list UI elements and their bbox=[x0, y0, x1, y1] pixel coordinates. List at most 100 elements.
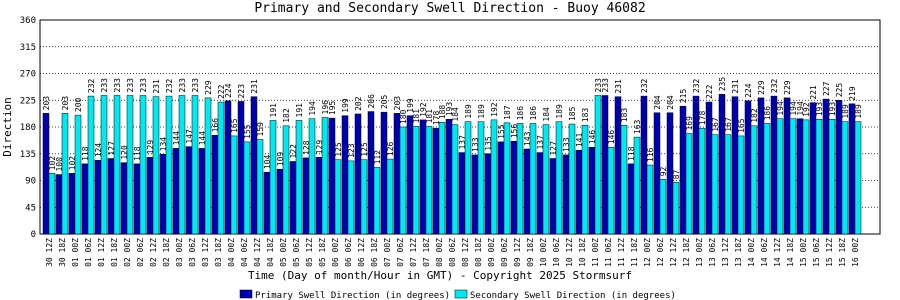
value-label: 219 bbox=[848, 86, 857, 101]
value-label: 189 bbox=[477, 104, 486, 119]
bar bbox=[737, 135, 745, 235]
value-label: 92 bbox=[659, 166, 668, 176]
value-label: 232 bbox=[640, 78, 649, 93]
x-tick-label: 16 00Z bbox=[851, 238, 860, 267]
bar bbox=[783, 97, 791, 235]
bar bbox=[146, 157, 154, 235]
bar bbox=[412, 126, 420, 235]
bar bbox=[432, 127, 440, 235]
value-label: 100 bbox=[55, 157, 64, 172]
x-tick-label: 05 12Z bbox=[305, 238, 314, 267]
x-tick-label: 15 18Z bbox=[838, 238, 847, 267]
bar bbox=[217, 101, 225, 235]
value-label: 194 bbox=[789, 101, 798, 116]
value-label: 233 bbox=[139, 78, 148, 93]
bar bbox=[373, 167, 381, 235]
x-tick-label: 02 06Z bbox=[136, 238, 145, 267]
bar bbox=[250, 96, 258, 235]
bar bbox=[445, 119, 453, 235]
bar bbox=[425, 126, 433, 235]
bar bbox=[295, 120, 303, 235]
x-tick-label: 14 06Z bbox=[760, 238, 769, 267]
value-label: 125 bbox=[334, 142, 343, 157]
bar bbox=[126, 95, 134, 235]
value-label: 167 bbox=[724, 117, 733, 132]
bar bbox=[399, 126, 407, 235]
value-label: 141 bbox=[575, 133, 584, 148]
bar bbox=[113, 95, 121, 235]
value-label: 178 bbox=[432, 111, 441, 126]
bar bbox=[770, 95, 778, 235]
bar bbox=[133, 163, 141, 235]
bar bbox=[510, 141, 518, 235]
bar bbox=[562, 154, 570, 235]
bar bbox=[731, 96, 739, 235]
value-label: 144 bbox=[172, 131, 181, 146]
bar bbox=[263, 171, 271, 235]
value-label: 129 bbox=[315, 140, 324, 155]
value-label: 102 bbox=[48, 156, 57, 171]
x-tick-label: 12 00Z bbox=[643, 238, 652, 267]
legend-label: Secondary Swell Direction (in degrees) bbox=[470, 291, 676, 300]
x-tick-label: 09 12Z bbox=[513, 238, 522, 267]
bar bbox=[653, 112, 661, 235]
value-label: 87 bbox=[672, 169, 681, 179]
value-label: 124 bbox=[94, 143, 103, 158]
bar bbox=[211, 135, 219, 235]
value-label: 232 bbox=[692, 78, 701, 93]
value-label: 231 bbox=[250, 79, 259, 94]
bar bbox=[55, 174, 63, 235]
x-tick-label: 11 06Z bbox=[604, 238, 613, 267]
y-tick-label: 90 bbox=[25, 177, 36, 187]
bar bbox=[386, 158, 394, 235]
x-tick-label: 10 06Z bbox=[552, 238, 561, 267]
bar bbox=[367, 111, 375, 235]
bar bbox=[763, 123, 771, 235]
value-label: 184 bbox=[451, 107, 460, 122]
x-tick-label: 15 06Z bbox=[812, 238, 821, 267]
bar bbox=[815, 119, 823, 235]
bar bbox=[74, 114, 82, 235]
y-tick-label: 135 bbox=[20, 150, 36, 160]
value-label: 229 bbox=[757, 80, 766, 95]
bar bbox=[243, 141, 251, 235]
value-label: 133 bbox=[562, 137, 571, 152]
value-label: 178 bbox=[698, 111, 707, 126]
bar bbox=[230, 135, 238, 235]
bar bbox=[204, 97, 212, 235]
x-tick-label: 09 00Z bbox=[487, 238, 496, 267]
bar bbox=[178, 95, 186, 235]
bar bbox=[822, 98, 830, 235]
value-label: 155 bbox=[497, 124, 506, 139]
bar bbox=[471, 154, 479, 235]
x-tick-label: 08 00Z bbox=[435, 238, 444, 267]
x-tick-label: 05 06Z bbox=[292, 238, 301, 267]
value-label: 222 bbox=[217, 84, 226, 99]
bar bbox=[796, 118, 804, 235]
bar bbox=[341, 115, 349, 235]
x-tick-label: 06 00Z bbox=[331, 238, 340, 267]
bar bbox=[594, 95, 602, 235]
value-label: 182 bbox=[282, 108, 291, 123]
bar bbox=[380, 111, 388, 235]
value-label: 235 bbox=[718, 77, 727, 92]
value-label: 135 bbox=[484, 136, 493, 151]
bar bbox=[575, 149, 583, 235]
value-label: 169 bbox=[685, 116, 694, 131]
x-tick-label: 02 12Z bbox=[149, 238, 158, 267]
value-label: 184 bbox=[542, 107, 551, 122]
bar bbox=[568, 123, 576, 235]
value-label: 189 bbox=[841, 104, 850, 119]
x-tick-label: 14 18Z bbox=[786, 238, 795, 267]
value-label: 155 bbox=[243, 124, 252, 139]
value-label: 147 bbox=[185, 129, 194, 144]
x-tick-label: 13 06Z bbox=[708, 238, 717, 267]
value-label: 127 bbox=[107, 141, 116, 156]
x-tick-label: 08 18Z bbox=[474, 238, 483, 267]
bar bbox=[81, 163, 89, 235]
value-label: 204 bbox=[653, 95, 662, 110]
bar bbox=[516, 123, 524, 235]
legend-swatch bbox=[239, 289, 253, 299]
bar bbox=[282, 125, 290, 235]
